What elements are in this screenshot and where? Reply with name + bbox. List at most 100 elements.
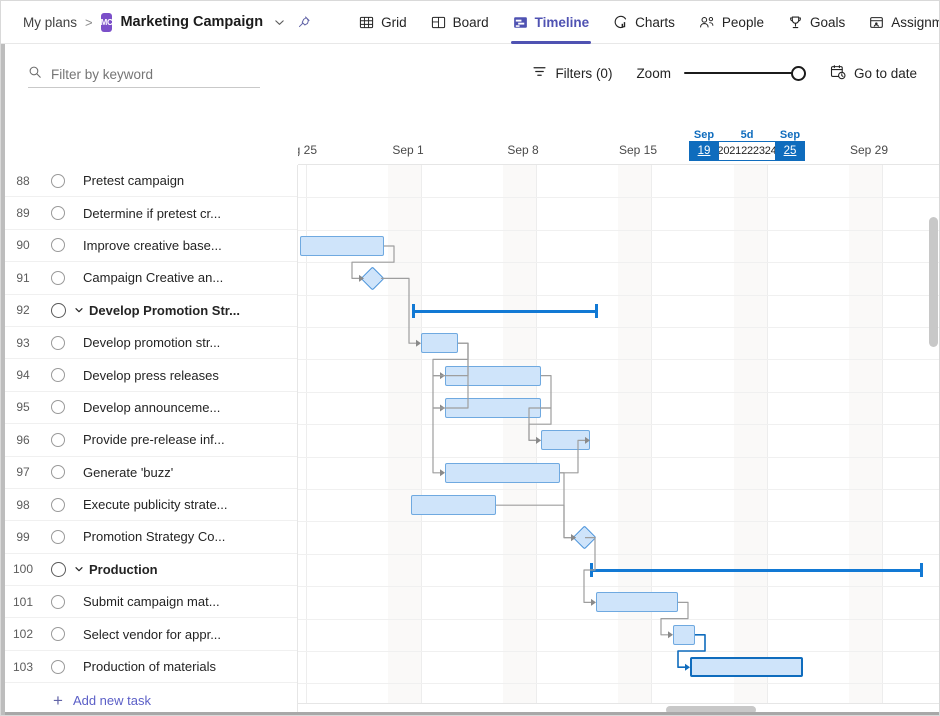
task-list-pane: 88 Pretest campaign 89 Determine if pretest… <box>1 165 298 715</box>
table-row[interactable]: 96 Provide pre-release inf... <box>1 424 297 457</box>
task-complete-toggle[interactable] <box>45 302 71 318</box>
gantt-pane[interactable] <box>298 165 939 715</box>
tab-timeline[interactable]: Timeline <box>501 1 602 44</box>
task-complete-toggle[interactable] <box>45 497 71 512</box>
tab-grid[interactable]: Grid <box>347 1 419 44</box>
gantt-bar[interactable] <box>673 624 695 645</box>
gantt-bar[interactable] <box>445 365 541 386</box>
task-name-cell[interactable]: Select vendor for appr... <box>71 627 221 642</box>
task-name-text: Develop press releases <box>83 367 219 383</box>
breadcrumb-my-plans[interactable]: My plans <box>23 14 78 30</box>
task-name-cell[interactable]: Execute publicity strate... <box>71 497 228 512</box>
add-new-task-button[interactable]: + Add new task <box>1 683 297 715</box>
table-row[interactable]: 88 Pretest campaign <box>1 165 297 198</box>
gantt-milestone-diamond[interactable] <box>360 266 385 291</box>
task-columns-header <box>1 104 298 165</box>
gantt-gridline-horizontal <box>298 424 939 426</box>
task-name-cell[interactable]: Determine if pretest cr... <box>71 206 221 221</box>
task-name-cell[interactable]: Develop announceme... <box>71 400 220 415</box>
tab-people[interactable]: People <box>687 1 776 44</box>
filters-button[interactable]: Filters (0) <box>522 58 622 88</box>
table-row[interactable]: 101 Submit campaign mat... <box>1 586 297 619</box>
gantt-bar[interactable] <box>596 592 678 613</box>
table-row[interactable]: 94 Develop press releases <box>1 359 297 392</box>
gantt-bar-selected[interactable] <box>690 657 803 678</box>
table-row[interactable]: 102 Select vendor for appr... <box>1 618 297 651</box>
zoom-slider-rail <box>683 71 797 75</box>
gantt-bar[interactable] <box>445 462 560 483</box>
table-row[interactable]: 103 Production of materials <box>1 651 297 684</box>
task-complete-toggle[interactable] <box>45 335 71 350</box>
collapse-caret-icon[interactable] <box>73 305 85 315</box>
table-row[interactable]: 97 Generate 'buzz' <box>1 457 297 489</box>
table-row[interactable]: 90 Improve creative base... <box>1 230 297 263</box>
gantt-bar[interactable] <box>445 398 541 418</box>
zoom-slider-thumb[interactable] <box>790 65 806 81</box>
task-complete-toggle[interactable] <box>45 594 71 609</box>
zoom-slider[interactable] <box>683 64 806 82</box>
date-range-selector[interactable]: Sep 5d Sep 19 2021222324 25 <box>689 129 805 161</box>
task-name-cell[interactable]: Develop press releases <box>71 368 219 383</box>
task-name-cell[interactable]: Develop Promotion Str... <box>71 303 240 318</box>
task-complete-toggle[interactable] <box>45 529 71 544</box>
vertical-scrollbar-thumb[interactable] <box>929 217 938 347</box>
task-name-cell[interactable]: Submit campaign mat... <box>71 594 220 609</box>
task-complete-toggle[interactable] <box>45 627 71 642</box>
timeline-toolbar: Filters (0) Zoom Go to date <box>1 44 939 104</box>
task-name-cell[interactable]: Production of materials <box>71 659 216 674</box>
task-name-cell[interactable]: Campaign Creative an... <box>71 270 223 285</box>
task-name-cell[interactable]: Develop promotion str... <box>71 335 220 350</box>
collapse-caret-icon[interactable] <box>73 564 85 574</box>
table-row[interactable]: 100 Production <box>1 554 297 587</box>
chevron-down-icon[interactable] <box>274 14 285 30</box>
gantt-summary-bar[interactable] <box>590 563 923 577</box>
calendar-goto-icon <box>830 64 846 83</box>
task-complete-toggle[interactable] <box>45 465 71 480</box>
range-end-day[interactable]: 25 <box>775 141 805 161</box>
horizontal-scrollbar-thumb[interactable] <box>666 706 756 714</box>
task-name-cell[interactable]: Improve creative base... <box>71 238 222 253</box>
gantt-gridline-vertical <box>651 165 652 715</box>
table-row[interactable]: 89 Determine if pretest cr... <box>1 197 297 230</box>
task-complete-toggle[interactable] <box>45 270 71 285</box>
gantt-milestone-diamond[interactable] <box>572 525 597 550</box>
task-name-text: Pretest campaign <box>83 173 185 189</box>
task-name-cell[interactable]: Pretest campaign <box>71 173 184 188</box>
pin-icon[interactable] <box>297 13 311 31</box>
task-complete-toggle[interactable] <box>45 238 71 253</box>
gantt-bar[interactable] <box>421 333 458 354</box>
task-name-cell[interactable]: Production <box>71 562 158 577</box>
task-complete-toggle[interactable] <box>45 206 71 221</box>
task-complete-toggle[interactable] <box>45 368 71 383</box>
table-row[interactable]: 93 Develop promotion str... <box>1 327 297 360</box>
task-complete-toggle[interactable] <box>45 432 71 447</box>
row-number: 95 <box>16 400 30 415</box>
row-number: 91 <box>16 270 30 285</box>
task-complete-toggle[interactable] <box>45 400 71 415</box>
go-to-date-button[interactable]: Go to date <box>820 58 927 88</box>
table-row[interactable]: 91 Campaign Creative an... <box>1 262 297 295</box>
gantt-bar[interactable] <box>541 430 590 451</box>
table-row[interactable]: 98 Execute publicity strate... <box>1 489 297 522</box>
circle-icon <box>51 627 65 642</box>
task-complete-toggle[interactable] <box>45 659 71 674</box>
gantt-gridline-horizontal <box>298 553 939 555</box>
search-input[interactable] <box>51 67 241 82</box>
table-row[interactable]: 99 Promotion Strategy Co... <box>1 521 297 554</box>
tab-charts[interactable]: Charts <box>601 1 687 44</box>
task-complete-toggle[interactable] <box>45 173 71 188</box>
task-name-cell[interactable]: Promotion Strategy Co... <box>71 529 225 544</box>
gantt-summary-bar[interactable] <box>412 303 598 318</box>
task-complete-toggle[interactable] <box>45 561 71 577</box>
table-row[interactable]: 92 Develop Promotion Str... <box>1 295 297 327</box>
gantt-bar[interactable] <box>411 495 496 516</box>
gantt-bar[interactable] <box>300 236 384 256</box>
tab-assignments[interactable]: Assignments <box>857 1 939 44</box>
task-name-cell[interactable]: Provide pre-release inf... <box>71 432 225 447</box>
tab-board[interactable]: Board <box>419 1 501 44</box>
search-field-wrapper <box>28 62 260 88</box>
task-name-cell[interactable]: Generate 'buzz' <box>71 465 173 480</box>
tab-goals[interactable]: Goals <box>776 1 857 44</box>
range-start-day[interactable]: 19 <box>689 141 719 161</box>
table-row[interactable]: 95 Develop announceme... <box>1 392 297 425</box>
